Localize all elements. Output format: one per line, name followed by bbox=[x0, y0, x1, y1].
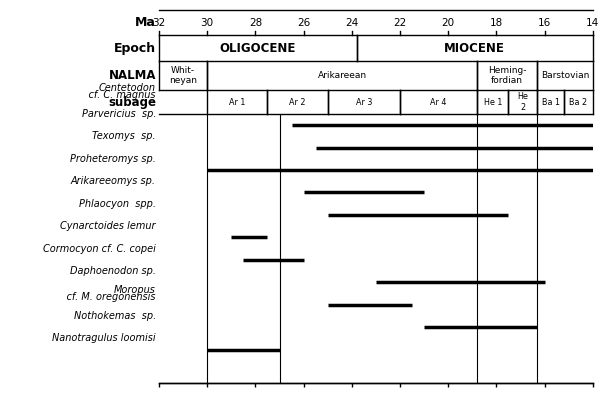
Text: Phlaocyon  spp.: Phlaocyon spp. bbox=[79, 199, 156, 209]
Text: Heming-
fordian: Heming- fordian bbox=[488, 66, 526, 85]
Text: Ar 4: Ar 4 bbox=[430, 98, 447, 107]
Text: Barstovian: Barstovian bbox=[541, 71, 589, 80]
Text: 22: 22 bbox=[394, 18, 407, 28]
Text: 16: 16 bbox=[538, 18, 551, 28]
Text: Ar 3: Ar 3 bbox=[356, 98, 372, 107]
Text: Cormocyon cf. C. copei: Cormocyon cf. C. copei bbox=[43, 244, 156, 253]
Text: 30: 30 bbox=[200, 18, 214, 28]
Text: Cynarctoides lemur: Cynarctoides lemur bbox=[61, 221, 156, 231]
Text: He 1: He 1 bbox=[484, 98, 502, 107]
Text: MIOCENE: MIOCENE bbox=[444, 42, 505, 55]
Text: Epoch: Epoch bbox=[114, 42, 156, 55]
Text: Ba 1: Ba 1 bbox=[542, 98, 560, 107]
Text: Texomys  sp.: Texomys sp. bbox=[92, 131, 156, 141]
Text: subage: subage bbox=[108, 95, 156, 109]
Text: 28: 28 bbox=[249, 18, 262, 28]
Text: Proheteromys sp.: Proheteromys sp. bbox=[70, 154, 156, 164]
Text: He
2: He 2 bbox=[517, 92, 529, 112]
Text: 20: 20 bbox=[442, 18, 455, 28]
Text: Parvericius  sp.: Parvericius sp. bbox=[82, 109, 156, 119]
Text: Centetodon: Centetodon bbox=[99, 83, 156, 93]
Text: Moropus: Moropus bbox=[114, 285, 156, 295]
Text: Ar 1: Ar 1 bbox=[229, 98, 245, 107]
Text: Nanotragulus loomisi: Nanotragulus loomisi bbox=[52, 333, 156, 343]
Text: Ma: Ma bbox=[135, 16, 156, 29]
Text: cf. M. oregonensis: cf. M. oregonensis bbox=[55, 292, 156, 302]
Text: Ar 2: Ar 2 bbox=[289, 98, 306, 107]
Text: Arikareeomys sp.: Arikareeomys sp. bbox=[71, 176, 156, 186]
Text: 26: 26 bbox=[297, 18, 310, 28]
Text: 24: 24 bbox=[345, 18, 358, 28]
Text: 32: 32 bbox=[152, 18, 166, 28]
Text: 14: 14 bbox=[586, 18, 599, 28]
Text: 18: 18 bbox=[490, 18, 503, 28]
Text: Nothokemas  sp.: Nothokemas sp. bbox=[74, 311, 156, 321]
Text: cf. C. magnus: cf. C. magnus bbox=[77, 90, 156, 100]
Text: Daphoenodon sp.: Daphoenodon sp. bbox=[70, 266, 156, 276]
Text: Whit-
neyan: Whit- neyan bbox=[169, 66, 197, 85]
Text: NALMA: NALMA bbox=[109, 69, 156, 82]
Text: OLIGOCENE: OLIGOCENE bbox=[220, 42, 296, 55]
Text: Ba 2: Ba 2 bbox=[569, 98, 587, 107]
Text: Arikareean: Arikareean bbox=[317, 71, 367, 80]
